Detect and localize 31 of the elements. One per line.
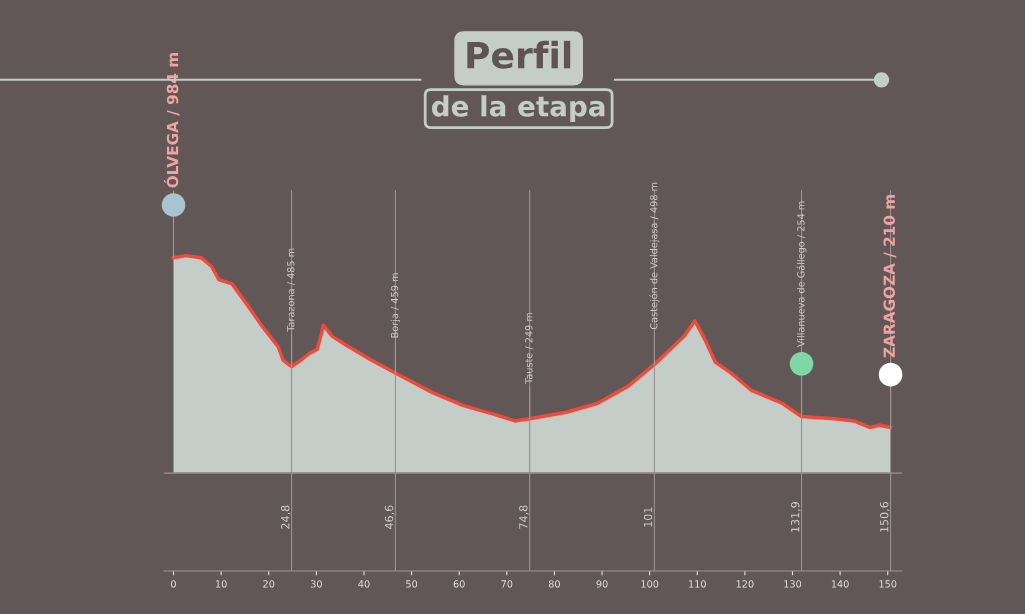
annotation: ÓLVEGA / 984 m [163,52,180,188]
chart-subtitle: de la etapa [431,95,605,123]
chart-title: Perfil [467,40,571,69]
x-tick-label: 30 [310,580,322,588]
annotation: Tarazona / 485 m [287,248,296,332]
x-tick-label: 40 [358,580,370,588]
ref-line-label: 131,9 [790,502,801,532]
x-tick-label: 10 [216,580,227,588]
ref-line-label: 101 [643,507,653,527]
annotation: Borja / 459 m [390,273,401,338]
annotation: Villanueva de Gállego / 254 m [796,201,807,348]
x-tick-label: 130 [784,580,802,588]
annotation: ZARAGOZA / 210 m [883,194,897,358]
x-tick-label: 90 [596,580,608,588]
ref-line-label: 24,8 [281,505,291,529]
ref-line-label: 46,6 [384,505,395,530]
x-tick-label: 100 [641,580,659,588]
x-tick-label: 20 [263,580,275,588]
annotation: Tauste / 249 m [525,312,534,385]
x-tick-label: 60 [453,580,465,588]
x-tick-label: 120 [736,580,754,588]
x-tick-label: 80 [548,580,560,588]
x-tick-label: 70 [501,580,513,588]
x-tick-label: 150 [879,580,897,588]
x-tick-label: 0 [171,580,176,588]
annotation: Castejón de Valdejasa / 498 m [649,182,660,330]
x-tick-label: 110 [689,580,706,588]
x-tick-label: 50 [406,580,418,588]
ref-line-label: 150,6 [880,501,890,532]
ref-line-label: 74,8 [519,505,529,529]
x-tick-label: 140 [831,580,849,588]
